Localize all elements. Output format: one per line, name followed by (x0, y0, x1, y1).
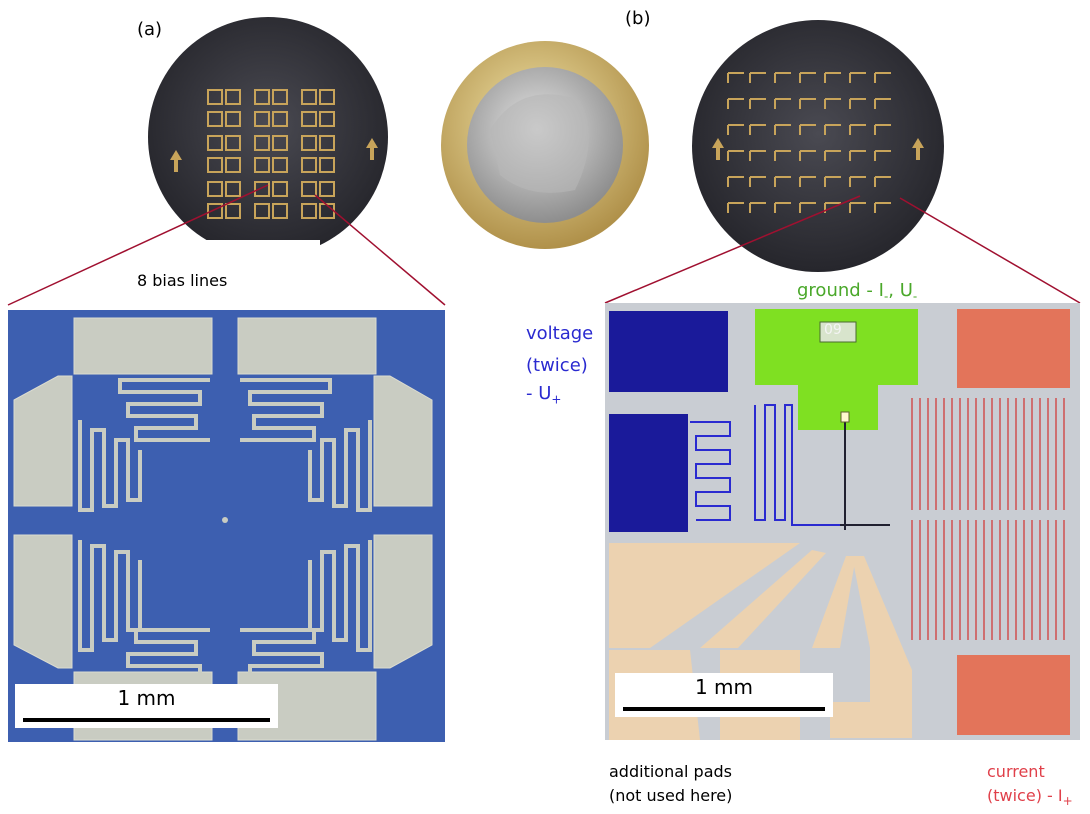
current-sub: + (1062, 794, 1073, 809)
micrograph-b (605, 303, 1080, 740)
scale-bar-b-label: 1 mm (694, 675, 754, 699)
scale-bar-a: 1 mm (15, 684, 278, 728)
ground-label: ground - I-, U- (797, 280, 917, 304)
scale-bar-b: 1 mm (615, 673, 833, 717)
euro-coin-photo (441, 41, 649, 249)
panel-b-label: (b) (625, 8, 651, 29)
chip-number: 09 (824, 322, 842, 338)
ground-sub-2: - (912, 289, 918, 304)
voltage-label-line1: voltage (526, 323, 594, 344)
voltage-label-line3: - U+ (526, 383, 561, 407)
pads-label-line1: additional pads (609, 762, 732, 781)
voltage-label-text: - U (526, 383, 552, 404)
scale-bar-b-line (623, 707, 825, 711)
scale-bar-a-line (23, 718, 270, 722)
voltage-label-line2: (twice) (526, 355, 588, 376)
ground-label-text: ground - I (797, 280, 884, 301)
wafer-b-photo (692, 20, 944, 272)
ground-label-mid: , U (888, 280, 913, 301)
current-label-line1: current (987, 762, 1045, 781)
scale-bar-a-label: 1 mm (117, 686, 176, 710)
ground-sub-1: - (883, 289, 889, 304)
bias-lines-label: 8 bias lines (137, 271, 228, 290)
pads-label-line2: (not used here) (609, 786, 733, 805)
current-label-text: (twice) - I (987, 786, 1063, 805)
micrograph-a (8, 310, 445, 742)
voltage-sub: + (551, 392, 562, 407)
wafer-a-photo (148, 17, 388, 270)
zoom-connector-lines (7, 184, 1081, 306)
current-label-line2: (twice) - I+ (987, 786, 1073, 809)
panel-a-label: (a) (137, 19, 163, 40)
